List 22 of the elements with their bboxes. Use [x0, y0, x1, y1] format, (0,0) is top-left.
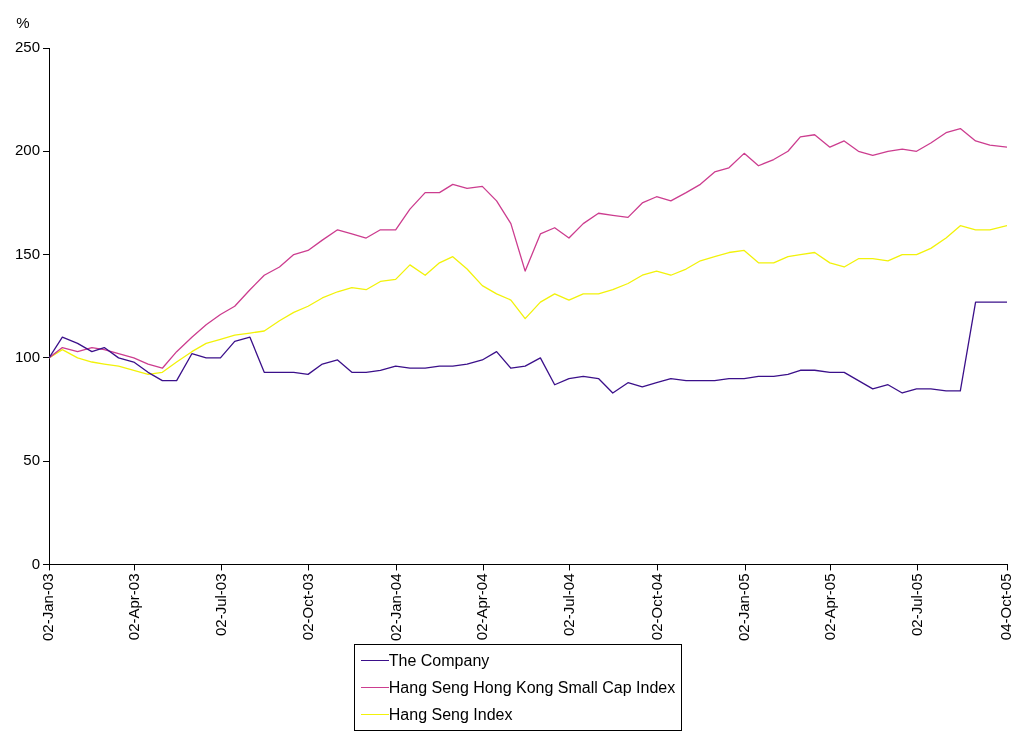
- legend-label: Hang Seng Index: [388, 705, 513, 724]
- x-tick-label: 02-Jan-04: [386, 573, 404, 641]
- y-tick-label: 50: [23, 451, 41, 469]
- x-tick-label: 02-Apr-05: [820, 573, 838, 641]
- x-tick-label: 02-Apr-03: [124, 573, 142, 641]
- x-tick-label: 02-Jul-03: [211, 573, 229, 636]
- x-tick-label: 02-Oct-03: [299, 573, 317, 641]
- x-tick-label: 02-Oct-04: [647, 573, 665, 641]
- x-tick-label: 02-Jan-05: [735, 573, 753, 641]
- y-axis-title: %: [16, 14, 30, 31]
- y-tick-label: 200: [15, 141, 41, 159]
- x-tick-label: 04-Oct-05: [997, 573, 1015, 641]
- x-tick-label: 02-Jul-05: [907, 573, 925, 636]
- y-tick-label: 100: [15, 348, 41, 366]
- x-tick-label: 02-Jan-03: [39, 573, 57, 641]
- y-tick-label: 250: [15, 38, 41, 56]
- y-tick-label: 150: [15, 244, 41, 262]
- x-tick-label: 02-Apr-04: [473, 573, 491, 641]
- legend-label: The Company: [388, 651, 490, 670]
- y-tick-label: 0: [31, 554, 41, 572]
- x-tick-label: 02-Jul-04: [560, 573, 578, 636]
- legend-label: Hang Seng Hong Kong Small Cap Index: [388, 678, 676, 697]
